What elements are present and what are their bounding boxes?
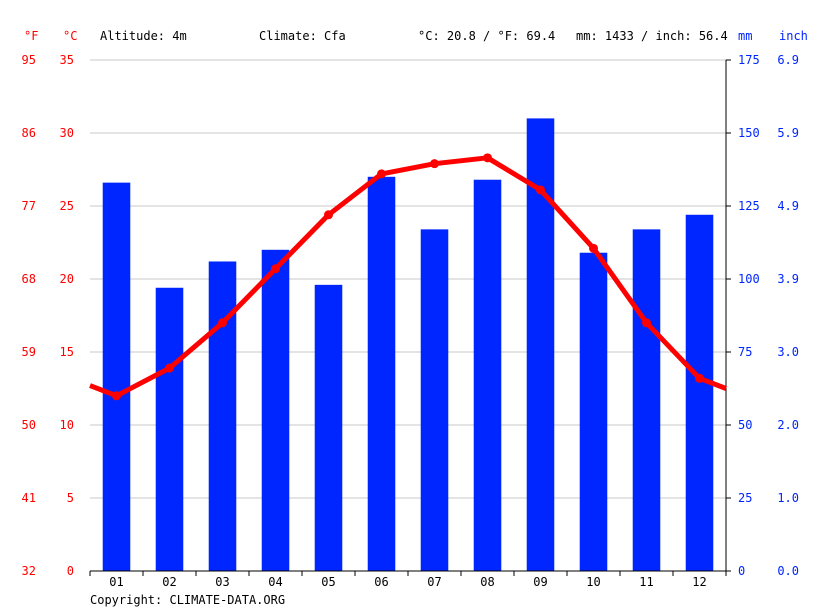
month-tick-label: 03 — [215, 575, 229, 589]
mm-tick-label: 50 — [738, 418, 752, 432]
temperature-line — [89, 153, 727, 401]
month-tick-label: 11 — [639, 575, 653, 589]
month-tick-label: 02 — [162, 575, 176, 589]
precipitation-bars — [102, 118, 714, 572]
mm-tick-label: 100 — [738, 272, 760, 286]
gridlines — [90, 59, 726, 499]
precipitation-bar — [473, 179, 502, 571]
axis-labels: 32 0 0 0.041 5 25 1.050 10 50 2.059 15 75 3.068 20 100… — [22, 53, 799, 589]
temperature-point — [536, 185, 545, 195]
inch-tick-label: 3.0 — [777, 345, 799, 359]
unit-celsius-label: °C — [63, 29, 77, 43]
month-tick-label: 07 — [427, 575, 441, 589]
inch-tick-label: 0.0 — [777, 564, 799, 578]
celsius-tick-label: 35 — [60, 53, 74, 67]
inch-tick-label: 4.9 — [777, 199, 799, 213]
precipitation-bar — [367, 176, 396, 572]
mm-tick-label: 175 — [738, 53, 760, 67]
temperature-point — [377, 169, 386, 179]
temperature-point — [430, 159, 439, 169]
temperature-point — [589, 243, 598, 253]
annual-precipitation-label: mm: 1433 / inch: 56.4 — [576, 29, 728, 43]
fahrenheit-tick-label: 68 — [22, 272, 36, 286]
unit-mm-label: mm — [738, 29, 752, 43]
unit-inch-label: inch — [779, 29, 808, 43]
precipitation-bar — [102, 182, 131, 571]
temperature-point — [695, 373, 704, 383]
temperature-point — [483, 153, 492, 163]
celsius-tick-label: 25 — [60, 199, 74, 213]
mm-tick-label: 25 — [738, 491, 752, 505]
temperature-point — [271, 264, 280, 274]
altitude-label: Altitude: 4m — [100, 29, 187, 43]
precipitation-bar — [261, 249, 290, 572]
fahrenheit-tick-label: 95 — [22, 53, 36, 67]
celsius-tick-label: 20 — [60, 272, 74, 286]
axes — [89, 59, 731, 576]
mm-tick-label: 75 — [738, 345, 752, 359]
inch-tick-label: 5.9 — [777, 126, 799, 140]
month-tick-label: 10 — [586, 575, 600, 589]
climate-label: Climate: Cfa — [259, 29, 346, 43]
fahrenheit-tick-label: 86 — [22, 126, 36, 140]
mm-tick-label: 150 — [738, 126, 760, 140]
precipitation-bar — [420, 229, 449, 572]
fahrenheit-tick-label: 77 — [22, 199, 36, 213]
fahrenheit-tick-label: 50 — [22, 418, 36, 432]
precipitation-bar — [314, 284, 343, 571]
fahrenheit-tick-label: 59 — [22, 345, 36, 359]
mm-tick-label: 125 — [738, 199, 760, 213]
copyright-text: Copyright: CLIMATE-DATA.ORG — [90, 593, 285, 607]
month-tick-label: 12 — [692, 575, 706, 589]
fahrenheit-tick-label: 41 — [22, 491, 36, 505]
mm-tick-label: 0 — [738, 564, 745, 578]
month-tick-label: 08 — [480, 575, 494, 589]
precipitation-bar — [632, 229, 661, 572]
precipitation-bar — [208, 261, 237, 571]
temperature-point — [165, 363, 174, 373]
fahrenheit-tick-label: 32 — [22, 564, 36, 578]
precipitation-bar — [685, 214, 714, 571]
inch-tick-label: 2.0 — [777, 418, 799, 432]
celsius-tick-label: 15 — [60, 345, 74, 359]
inch-tick-label: 6.9 — [777, 53, 799, 67]
inch-tick-label: 3.9 — [777, 272, 799, 286]
celsius-tick-label: 5 — [67, 491, 74, 505]
precipitation-bar — [579, 252, 608, 571]
month-tick-label: 06 — [374, 575, 388, 589]
month-tick-label: 09 — [533, 575, 547, 589]
unit-fahrenheit-label: °F — [24, 29, 38, 43]
average-temperature-label: °C: 20.8 / °F: 69.4 — [418, 29, 555, 43]
temperature-point — [642, 318, 651, 328]
temperature-point — [218, 318, 227, 328]
precipitation-bar — [155, 287, 184, 571]
month-tick-label: 04 — [268, 575, 282, 589]
temperature-point — [112, 391, 121, 401]
temperature-point — [324, 210, 333, 220]
month-tick-label: 05 — [321, 575, 335, 589]
temperature-line-path — [89, 155, 727, 399]
celsius-tick-label: 10 — [60, 418, 74, 432]
celsius-tick-label: 0 — [67, 564, 74, 578]
month-tick-label: 01 — [109, 575, 123, 589]
celsius-tick-label: 30 — [60, 126, 74, 140]
inch-tick-label: 1.0 — [777, 491, 799, 505]
